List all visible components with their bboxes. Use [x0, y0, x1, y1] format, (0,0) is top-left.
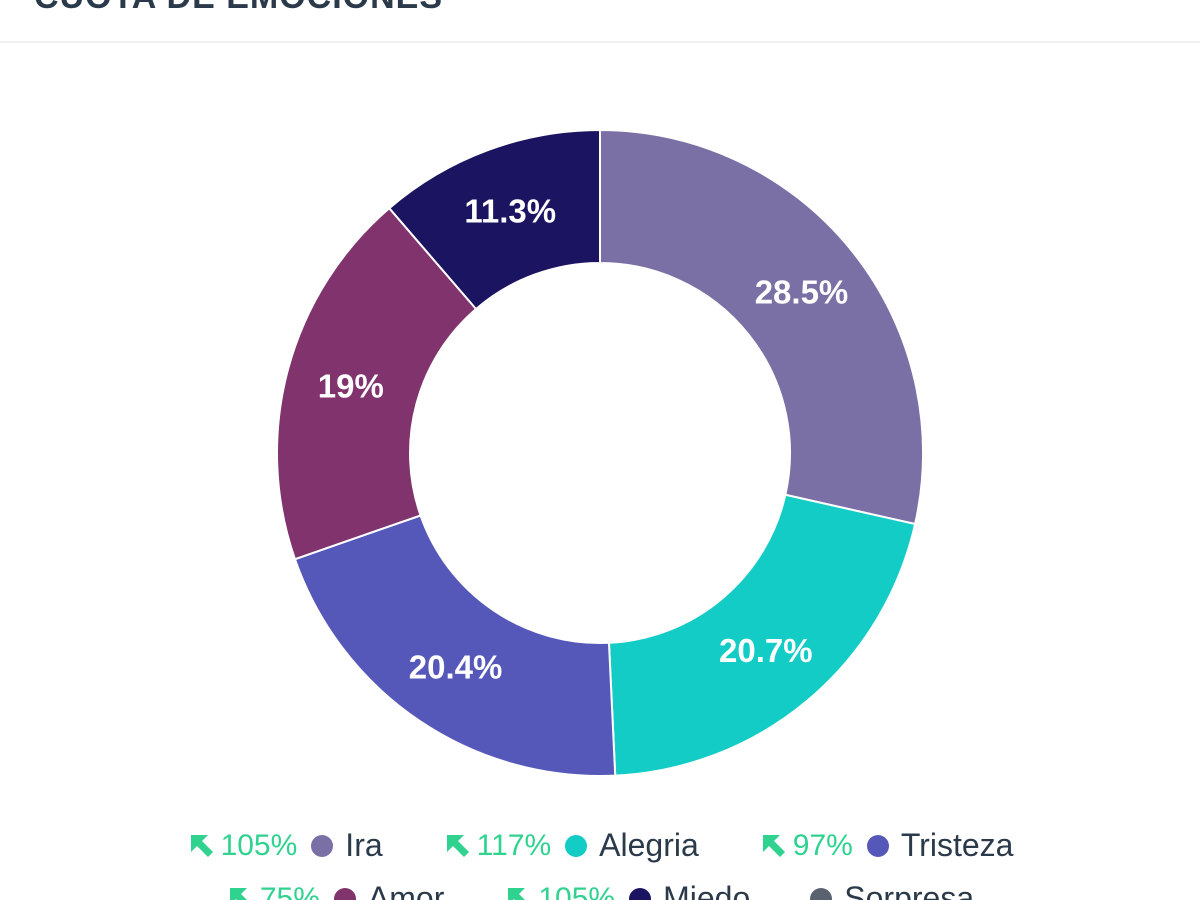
legend-color-dot	[311, 834, 334, 857]
legend-label: Amor	[367, 880, 445, 900]
trend-change: 75%	[226, 882, 320, 900]
legend-color-dot	[866, 834, 889, 857]
arrow-up-left-icon	[508, 887, 526, 900]
trend-value: 75%	[259, 881, 320, 900]
card-title: CUOTA DE EMOCIONES	[34, 0, 443, 17]
trend-value: 117%	[476, 828, 552, 862]
donut-slice-alegria[interactable]	[607, 493, 917, 777]
donut-slice-amor[interactable]	[276, 206, 478, 561]
legend-row: 105% Ira 117% Alegria 97% Tristeza	[0, 827, 1200, 864]
legend-item-ira[interactable]: 105% Ira	[187, 827, 383, 864]
trend-change: 117%	[443, 828, 552, 863]
legend-item-tristeza[interactable]: 97% Tristeza	[759, 827, 1014, 864]
title-divider	[0, 41, 1200, 43]
arrow-up-left-icon	[762, 834, 785, 857]
legend-label: Alegria	[599, 827, 699, 863]
trend-value: 105%	[220, 828, 298, 862]
arrow-up-left-icon	[190, 834, 213, 857]
legend-item-sorpresa[interactable]: Sorpresa	[810, 880, 974, 900]
legend-color-dot	[333, 887, 356, 900]
legend-row: 75% Amor 105% Miedo Sorpresa	[0, 880, 1200, 900]
donut-slice-ira[interactable]	[599, 128, 924, 526]
legend-label: Sorpresa	[844, 880, 975, 900]
slice-label-miedo: 11.3%	[464, 193, 556, 230]
trend-value: 105%	[538, 881, 616, 900]
slice-label-tristeza: 20.4%	[409, 648, 503, 685]
legend-item-alegria[interactable]: 117% Alegria	[443, 827, 699, 864]
trend-value: 97%	[792, 828, 853, 862]
trend-change: 105%	[504, 882, 615, 900]
donut-chart: 28.5% 20.7% 20.4% 19% 11.3%	[276, 128, 924, 777]
legend-color-dot	[629, 887, 652, 900]
legend-label: Ira	[345, 827, 383, 863]
slice-label-amor: 19%	[318, 368, 384, 405]
legend-color-dot	[810, 887, 833, 900]
legend-item-amor[interactable]: 75% Amor	[226, 880, 445, 900]
legend-label: Miedo	[663, 880, 751, 900]
legend-label: Tristeza	[900, 827, 1014, 863]
donut-slice-miedo[interactable]	[387, 128, 601, 311]
slice-label-ira: 28.5%	[755, 273, 849, 310]
arrow-up-left-icon	[229, 887, 248, 900]
trend-change: 97%	[759, 829, 853, 863]
trend-change: 105%	[187, 828, 298, 863]
donut-slice-tristeza[interactable]	[293, 514, 617, 777]
legend-item-miedo[interactable]: 105% Miedo	[504, 880, 750, 900]
legend-color-dot	[565, 834, 588, 857]
arrow-up-left-icon	[446, 834, 469, 857]
slice-label-alegria: 20.7%	[719, 632, 813, 669]
